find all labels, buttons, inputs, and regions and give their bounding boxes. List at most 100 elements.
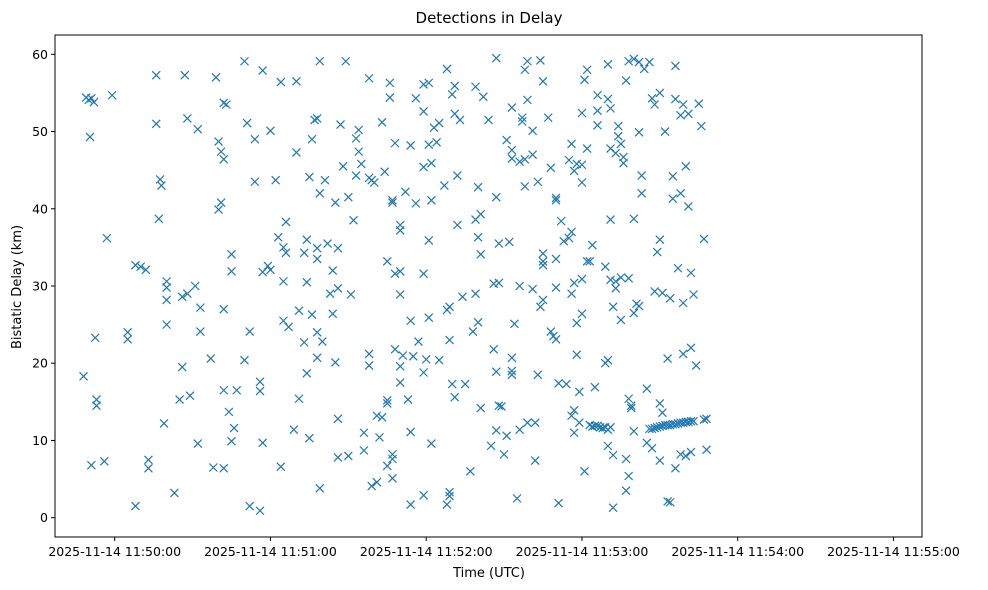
data-point bbox=[572, 318, 582, 328]
data-point bbox=[219, 154, 229, 164]
data-point bbox=[582, 65, 592, 75]
data-point bbox=[406, 500, 416, 509]
data-point bbox=[328, 266, 338, 275]
data-point bbox=[567, 139, 576, 149]
data-point bbox=[107, 90, 117, 100]
data-point bbox=[195, 303, 205, 313]
data-point bbox=[450, 81, 460, 91]
data-point bbox=[395, 361, 405, 371]
data-point bbox=[343, 451, 353, 461]
data-point bbox=[507, 366, 517, 376]
data-point bbox=[180, 70, 190, 80]
data-point bbox=[626, 403, 636, 413]
data-point bbox=[507, 353, 517, 363]
data-point bbox=[551, 195, 561, 205]
data-point bbox=[577, 309, 587, 319]
data-point bbox=[424, 236, 434, 245]
data-point bbox=[182, 289, 192, 299]
data-point bbox=[523, 418, 532, 428]
data-point bbox=[232, 385, 242, 395]
data-point bbox=[294, 306, 304, 316]
data-point bbox=[372, 477, 382, 487]
data-point bbox=[593, 106, 602, 116]
data-point bbox=[655, 456, 665, 465]
y-tick-label: 10 bbox=[32, 433, 48, 448]
data-point bbox=[330, 198, 340, 208]
data-point bbox=[346, 290, 356, 299]
data-point bbox=[333, 453, 343, 462]
data-point bbox=[486, 441, 496, 451]
data-point bbox=[471, 82, 480, 92]
data-point bbox=[151, 119, 161, 129]
data-point bbox=[84, 95, 94, 105]
data-point bbox=[395, 290, 405, 299]
data-point bbox=[608, 503, 618, 513]
data-point bbox=[530, 418, 540, 428]
data-point bbox=[691, 361, 701, 370]
data-point bbox=[284, 322, 294, 332]
data-point bbox=[419, 107, 429, 116]
data-point bbox=[528, 150, 538, 160]
data-point bbox=[395, 225, 405, 235]
data-point bbox=[613, 131, 623, 141]
data-point bbox=[131, 260, 140, 270]
data-point bbox=[320, 175, 330, 185]
x-tick-label: 2025-11-14 11:52:00 bbox=[360, 544, 493, 559]
data-point bbox=[421, 354, 431, 364]
data-point bbox=[593, 120, 602, 130]
data-point bbox=[333, 243, 343, 253]
data-point bbox=[699, 234, 709, 244]
data-point bbox=[535, 302, 545, 312]
data-point bbox=[333, 283, 343, 293]
data-point bbox=[219, 98, 229, 108]
data-point bbox=[497, 402, 506, 411]
data-point bbox=[702, 414, 711, 424]
data-point bbox=[177, 292, 187, 302]
data-point bbox=[162, 295, 172, 305]
data-point bbox=[538, 256, 548, 266]
data-point bbox=[634, 127, 644, 137]
data-point bbox=[434, 355, 444, 365]
data-point bbox=[569, 166, 579, 176]
data-point bbox=[276, 77, 286, 87]
data-point bbox=[426, 158, 436, 168]
data-point bbox=[606, 215, 615, 225]
data-point bbox=[507, 103, 517, 113]
data-point bbox=[471, 289, 480, 299]
data-point bbox=[650, 100, 660, 109]
data-point bbox=[546, 327, 556, 336]
data-point bbox=[624, 394, 634, 404]
data-point bbox=[559, 236, 569, 246]
data-point bbox=[606, 422, 615, 432]
data-point bbox=[587, 240, 597, 250]
data-point bbox=[538, 249, 548, 258]
data-point bbox=[494, 401, 504, 411]
data-point bbox=[689, 290, 698, 299]
data-point bbox=[221, 100, 231, 109]
data-point bbox=[458, 292, 467, 302]
data-point bbox=[338, 161, 348, 171]
data-point bbox=[554, 378, 564, 388]
data-point bbox=[349, 215, 358, 225]
data-point bbox=[608, 450, 618, 460]
data-point bbox=[678, 349, 688, 359]
data-point bbox=[291, 76, 301, 86]
data-point bbox=[668, 194, 678, 204]
data-point bbox=[426, 195, 436, 205]
data-point bbox=[476, 403, 486, 413]
data-point bbox=[227, 249, 236, 259]
data-point bbox=[447, 90, 457, 99]
data-point bbox=[245, 327, 255, 336]
data-point bbox=[665, 497, 675, 507]
data-point bbox=[564, 233, 574, 243]
data-point bbox=[302, 235, 312, 245]
data-point bbox=[123, 334, 133, 344]
data-point bbox=[190, 281, 200, 291]
data-point bbox=[359, 446, 369, 455]
data-point bbox=[419, 490, 429, 500]
data-point bbox=[299, 337, 309, 347]
data-point bbox=[356, 159, 366, 169]
data-point bbox=[281, 248, 291, 258]
points-layer bbox=[79, 53, 711, 516]
data-point bbox=[580, 75, 589, 85]
